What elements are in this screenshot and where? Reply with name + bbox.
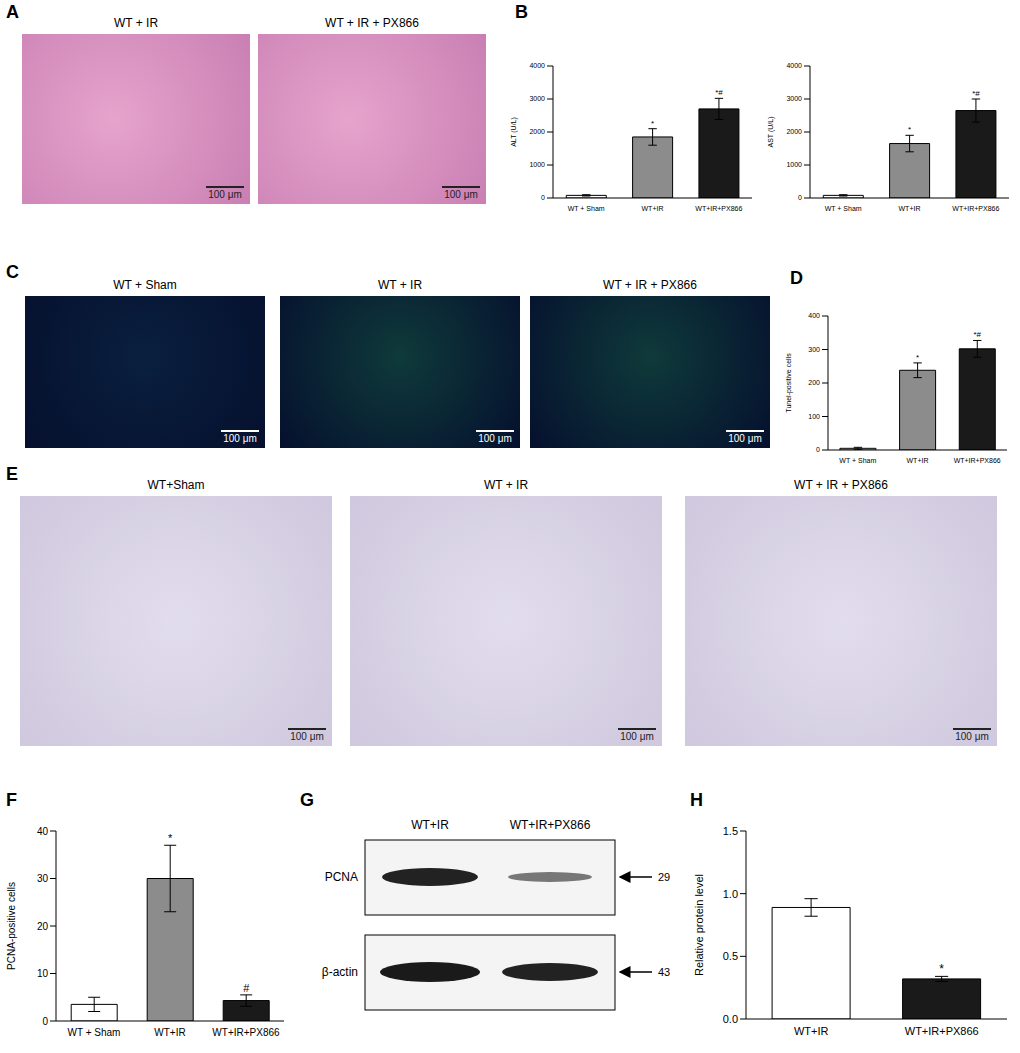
svg-text:0.5: 0.5: [723, 950, 738, 962]
html-text:H: H: [690, 790, 703, 810]
svg-text:WT+IR+PX866: WT+IR+PX866: [954, 457, 1001, 464]
svg-text:2000: 2000: [786, 128, 802, 135]
svg-text:WT+IR: WT+IR: [411, 818, 449, 832]
html-text:B: B: [515, 2, 528, 22]
svg-text:10: 10: [37, 968, 49, 979]
svg-text:*: *: [939, 962, 944, 976]
svg-text:WT+IR+PX866: WT+IR+PX866: [510, 818, 591, 832]
svg-text:WT + Sham: WT + Sham: [825, 205, 862, 212]
html-text:WT+Sham: WT+Sham: [147, 478, 205, 492]
svg-text:0.0: 0.0: [723, 1013, 738, 1025]
svg-text:40: 40: [37, 826, 49, 837]
svg-text:*#: *#: [972, 89, 980, 98]
html-text:WT + Sham: WT + Sham: [113, 278, 177, 292]
svg-text:WT+IR: WT+IR: [154, 1027, 185, 1038]
svg-text:WT + Sham: WT + Sham: [568, 205, 605, 212]
html-text:100 μm: 100 μm: [208, 189, 242, 200]
html-text:E: E: [6, 464, 18, 484]
svg-text:1.5: 1.5: [723, 825, 738, 837]
svg-text:WT+IR+PX866: WT+IR+PX866: [905, 1025, 979, 1037]
svg-text:30: 30: [37, 873, 49, 884]
svg-text:WT+IR+PX866: WT+IR+PX866: [695, 205, 742, 212]
svg-text:43: 43: [658, 966, 670, 978]
html-text:WT + IR + PX866: WT + IR + PX866: [325, 16, 419, 30]
svg-text:1.0: 1.0: [723, 888, 738, 900]
svg-text:0: 0: [42, 1016, 48, 1027]
svg-text:PCNA: PCNA: [325, 870, 358, 884]
html-text:WT + IR: WT + IR: [113, 16, 159, 30]
svg-text:*: *: [908, 125, 911, 134]
svg-text:2000: 2000: [529, 128, 545, 135]
svg-text:WT + Sham: WT + Sham: [839, 457, 876, 464]
svg-text:WT+IR: WT+IR: [642, 205, 664, 212]
html-text:100 μm: 100 μm: [620, 731, 654, 742]
svg-text:20: 20: [37, 921, 49, 932]
svg-text:ALT (U/L): ALT (U/L): [510, 117, 518, 147]
svg-text:4000: 4000: [529, 62, 545, 69]
svg-text:*: *: [168, 832, 173, 844]
html-text:100 μm: 100 μm: [955, 731, 989, 742]
html-text:G: G: [300, 790, 314, 810]
html-text:C: C: [6, 262, 19, 282]
svg-text:*: *: [651, 119, 654, 128]
svg-text:*: *: [916, 353, 919, 362]
svg-text:WT+IR: WT+IR: [899, 205, 921, 212]
html-text:WT + IR + PX866: WT + IR + PX866: [603, 278, 697, 292]
svg-text:AST (U/L): AST (U/L): [767, 117, 775, 148]
svg-text:300: 300: [808, 346, 820, 353]
svg-text:3000: 3000: [786, 95, 802, 102]
svg-text:WT+IR+PX866: WT+IR+PX866: [212, 1027, 280, 1038]
svg-text:*#: *#: [973, 330, 981, 339]
svg-text:400: 400: [808, 312, 820, 319]
html-text:WT + IR + PX866: WT + IR + PX866: [794, 478, 888, 492]
html-text:100 μm: 100 μm: [728, 433, 762, 444]
svg-text:0: 0: [798, 194, 802, 201]
svg-text:29: 29: [658, 871, 670, 883]
html-text:F: F: [6, 790, 17, 810]
svg-text:PCNA-positive cells: PCNA-positive cells: [8, 882, 17, 970]
svg-text:Tunel-positive cells: Tunel-positive cells: [785, 353, 793, 413]
svg-text:WT + Sham: WT + Sham: [68, 1027, 121, 1038]
svg-text:0: 0: [816, 446, 820, 453]
html-text:100 μm: 100 μm: [478, 433, 512, 444]
svg-text:200: 200: [808, 379, 820, 386]
svg-text:*#: *#: [715, 88, 723, 97]
svg-text:3000: 3000: [529, 95, 545, 102]
svg-text:#: #: [243, 982, 250, 994]
svg-text:4000: 4000: [786, 62, 802, 69]
html-text:100 μm: 100 μm: [223, 433, 257, 444]
svg-text:0: 0: [541, 194, 545, 201]
html-text:WT + IR: WT + IR: [377, 278, 423, 292]
html-text:D: D: [790, 268, 803, 288]
html-text:WT + IR: WT + IR: [483, 478, 529, 492]
svg-text:Relative protein level: Relative protein level: [693, 874, 705, 976]
html-text:100 μm: 100 μm: [290, 731, 324, 742]
html-text:100 μm: 100 μm: [444, 189, 478, 200]
svg-text:1000: 1000: [529, 161, 545, 168]
svg-text:100: 100: [808, 413, 820, 420]
svg-text:WT+IR: WT+IR: [907, 457, 929, 464]
svg-text:1000: 1000: [786, 161, 802, 168]
svg-text:WT+IR: WT+IR: [794, 1025, 829, 1037]
html-text:A: A: [6, 2, 19, 22]
svg-text:WT+IR+PX866: WT+IR+PX866: [952, 205, 999, 212]
svg-text:β-actin: β-actin: [322, 965, 358, 979]
